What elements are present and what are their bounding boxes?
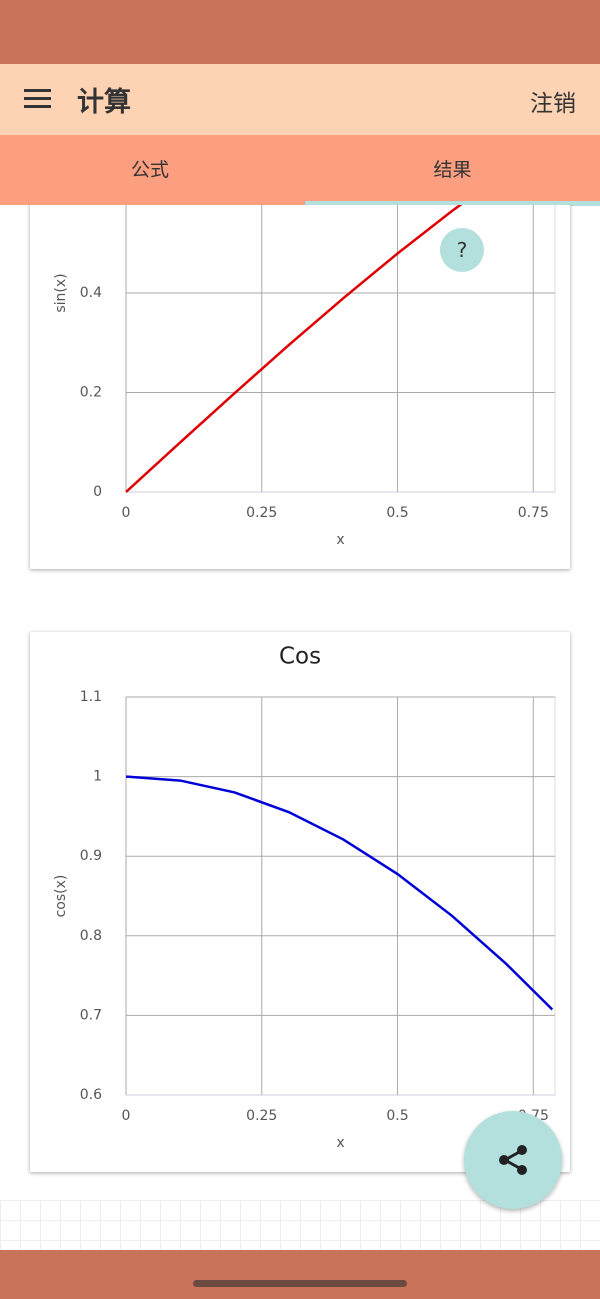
x-tick-label: 0.5	[386, 505, 408, 521]
plot-frame	[125, 696, 556, 1096]
y-tick-label: 0.7	[80, 1007, 102, 1023]
share-button[interactable]	[464, 1111, 562, 1209]
home-handle	[193, 1280, 407, 1287]
chart: 0.60.70.80.911.100.250.50.75Cosxcos(x)	[53, 644, 556, 1151]
menu-button[interactable]	[24, 88, 52, 110]
y-tick-label: 0.9	[80, 848, 102, 864]
logout-button[interactable]: 注销	[530, 91, 576, 117]
chart-card: 0 0.2 0.4 0 0.25 0.5 0.75 x sin(x)	[30, 205, 570, 569]
y-tick-label: 0.6	[80, 1087, 102, 1103]
y-tick-label: 0.8	[80, 928, 102, 944]
y-tick-label: 0.4	[80, 285, 102, 301]
x-axis-label: x	[336, 1135, 344, 1151]
background-grid	[0, 1200, 600, 1250]
status-bar	[0, 0, 600, 64]
x-tick-label: 0.5	[386, 1108, 408, 1124]
tab-bar: 公式 结果	[0, 135, 600, 205]
x-axis-label: x	[336, 532, 344, 548]
chart-card: 0.60.70.80.911.100.250.50.75Cosxcos(x)	[30, 632, 570, 1172]
chart-title: Cos	[279, 644, 321, 670]
x-tick-label: 0.75	[518, 505, 549, 521]
line-series	[125, 205, 463, 493]
x-tick-label: 0	[122, 1108, 131, 1124]
y-tick-label: 1	[93, 769, 102, 785]
chart: 0 0.2 0.4 0 0.25 0.5 0.75 x sin(x)	[53, 205, 556, 548]
tab[interactable]: 公式	[130, 159, 169, 181]
app-title: 计算	[77, 87, 131, 118]
results-list: 0 0.2 0.4 0 0.25 0.5 0.75 x sin(x) 0.6 0.7 0.8 0.9 1…	[0, 205, 600, 1200]
x-tick-label: 0.25	[246, 1108, 277, 1124]
y-axis-label: cos(x)	[53, 875, 69, 918]
x-tick-label: 0	[122, 505, 131, 521]
y-axis-label: sin(x)	[53, 273, 69, 312]
y-tick-label: 1.1	[80, 689, 102, 705]
tab-indicator	[305, 201, 600, 206]
x-tick-label: 0.25	[246, 505, 277, 521]
share-icon	[499, 1145, 527, 1175]
app-bar: 计算 注销	[0, 64, 600, 135]
help-button[interactable]: ?	[440, 228, 484, 272]
plot-frame	[125, 205, 556, 493]
y-tick-label: 0	[93, 484, 102, 500]
y-tick-label: 0.2	[80, 385, 102, 401]
tab[interactable]: 结果	[433, 159, 472, 181]
line-series	[125, 775, 554, 1011]
navigation-bar	[0, 1250, 600, 1299]
